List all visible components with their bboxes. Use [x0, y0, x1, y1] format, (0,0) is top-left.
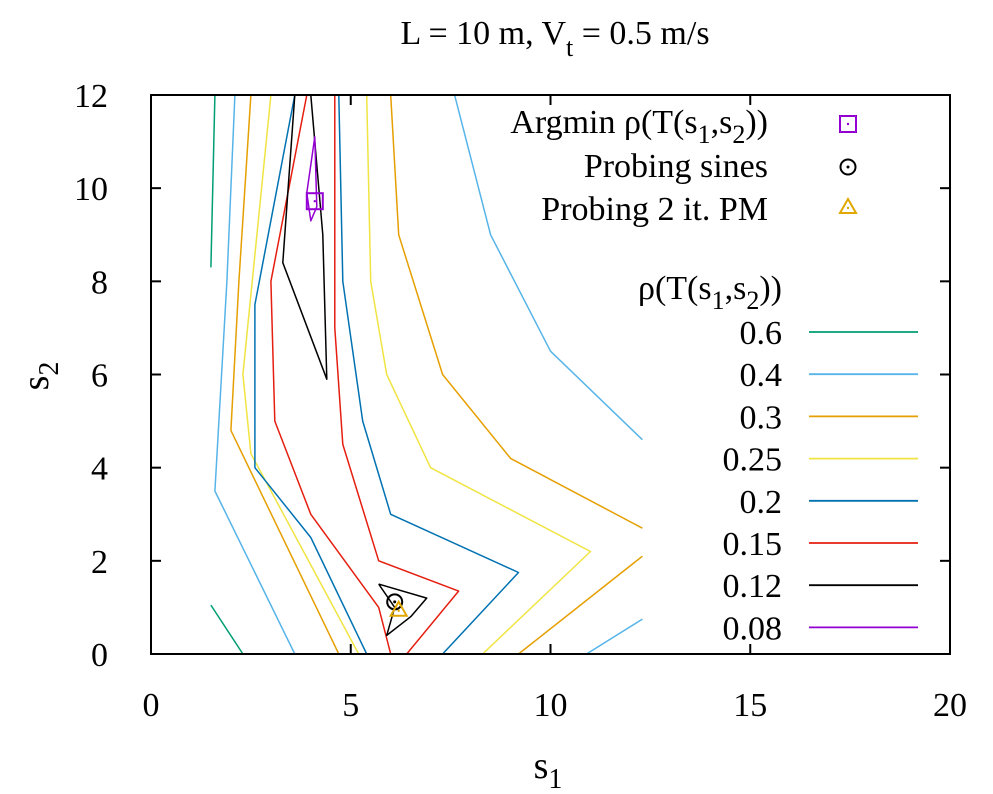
- legend-marker-circle: [839, 158, 857, 176]
- contour-line-0-3-0: [230, 94, 340, 655]
- contour-legend-label: 0.2: [740, 484, 783, 521]
- x-tick-label: 10: [534, 687, 568, 724]
- x-tick-label: 20: [933, 687, 967, 724]
- legend-marker-circle-dot: [846, 165, 850, 169]
- contour-line-0-2-1: [338, 94, 520, 655]
- contour-line-0-4-0: [214, 94, 296, 655]
- y-axis-label: s2: [15, 362, 65, 391]
- legend-marker-square-dot: [846, 122, 850, 126]
- legend-argmin-label: Argmin ρ(T(s1,s2)): [510, 104, 768, 149]
- contour-line-0-4-2: [586, 618, 643, 655]
- data-marker-triangle: [388, 599, 409, 617]
- x-tick-label: 5: [342, 687, 359, 724]
- y-tick-label: 0: [91, 637, 108, 674]
- contour-line-0-6-0: [210, 94, 216, 268]
- contour-line-0-08-0: [306, 136, 318, 222]
- contour-legend-label: 0.08: [723, 610, 783, 647]
- contour-line-0-25-0: [242, 94, 360, 655]
- contour-legend-label: 0.15: [723, 526, 783, 563]
- contour-line-0-6-1: [210, 604, 244, 655]
- legend-marker-square: [839, 115, 857, 133]
- contour-line-0-3-2: [518, 555, 643, 655]
- contour-line-0-2-0: [254, 94, 368, 655]
- contour-lines: [210, 94, 643, 655]
- x-tick-label: 0: [143, 687, 160, 724]
- data-marker-square: [305, 192, 324, 211]
- data-marker-triangle-dot: [397, 609, 400, 612]
- contour-legend-items: 0.6 0.4 0.3 0.25 0.2 0.15 0.12 0.08: [723, 315, 918, 647]
- data-marker-square-dot: [313, 200, 316, 203]
- contour-legend: ρ(T(s1,s2)) 0.6 0.4 0.3 0.25 0.2 0.15 0.12 0.08: [638, 270, 918, 647]
- y-tick-label: 2: [91, 544, 108, 581]
- contour-legend-label: 0.25: [723, 442, 783, 479]
- contour-line-0-25-1: [365, 94, 592, 655]
- chart-title: L = 10 m, Vt = 0.5 m/s: [400, 15, 709, 62]
- contour-line-0-4-1: [453, 94, 643, 441]
- legend-probing-pm-label: Probing 2 it. PM: [541, 191, 768, 228]
- y-tick-label: 8: [91, 264, 108, 301]
- contour-legend-label: 0.12: [723, 568, 783, 605]
- y-axis-ticks: 0 2 4 6 8 10 12: [74, 78, 950, 674]
- legend-probing-sines-label: Probing sines: [584, 148, 768, 185]
- data-marker-circle-dot: [393, 600, 397, 604]
- y-tick-label: 4: [91, 451, 108, 488]
- legend-marker-triangle: [838, 196, 858, 214]
- x-tick-label: 15: [733, 687, 767, 724]
- x-axis-ticks: 0 5 10 15 20: [143, 95, 967, 724]
- contour-legend-title: ρ(T(s1,s2)): [638, 270, 782, 315]
- data-markers: [305, 192, 409, 617]
- contour-legend-label: 0.3: [740, 399, 783, 436]
- y-tick-label: 6: [91, 358, 108, 395]
- contour-line-0-3-1: [389, 94, 643, 529]
- legend-marker-triangle-dot: [846, 206, 850, 210]
- marker-legend: Argmin ρ(T(s1,s2)) Probing sines Probing…: [510, 104, 858, 228]
- contour-legend-label: 0.6: [740, 315, 783, 352]
- y-tick-label: 10: [74, 171, 108, 208]
- contour-line-0-12-0: [282, 94, 328, 380]
- y-tick-label: 12: [74, 78, 108, 115]
- contour-line-0-12-1: [378, 583, 428, 637]
- legend-marker-symbols: [838, 115, 858, 214]
- contour-legend-label: 0.4: [740, 357, 783, 394]
- x-axis-label: s1: [534, 745, 563, 794]
